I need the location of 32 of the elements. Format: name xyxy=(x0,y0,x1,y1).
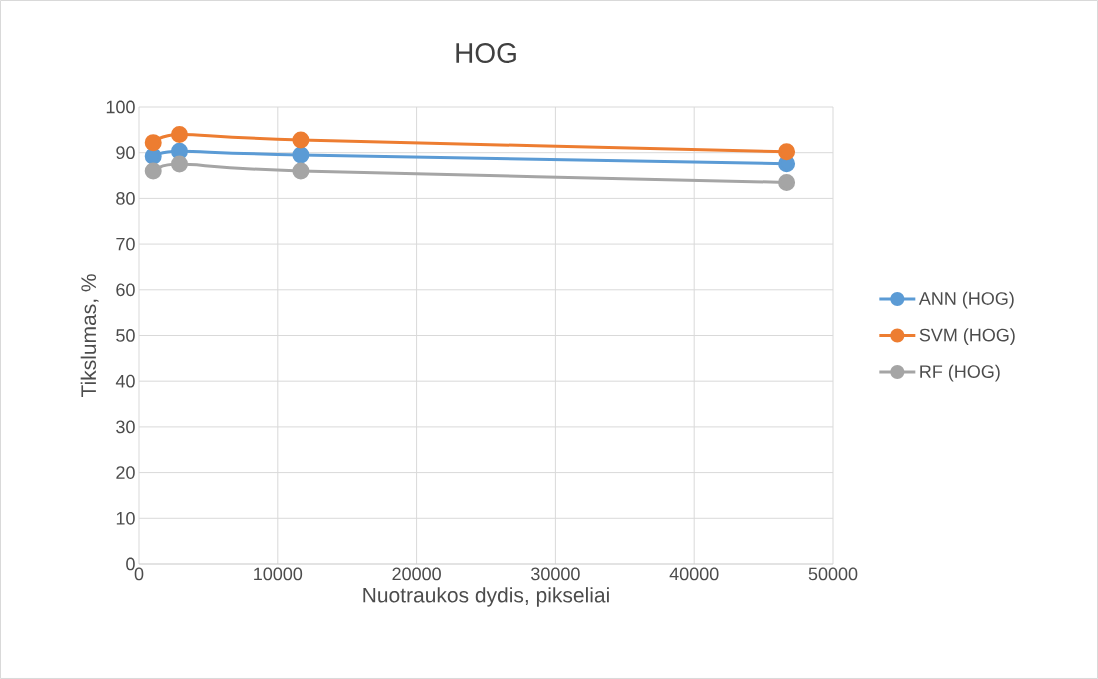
x-tick-label: 50000 xyxy=(808,567,858,581)
point xyxy=(170,125,188,143)
legend-label: ANN (HOG) xyxy=(918,291,1014,309)
x-tick-label: 30000 xyxy=(531,567,580,581)
y-tick-label: 90 xyxy=(116,146,135,160)
y-tick-label: 40 xyxy=(115,374,135,388)
point xyxy=(170,155,188,173)
x-axis-title: Nuotraukos dydis, pikseliai xyxy=(363,587,609,607)
point xyxy=(778,173,796,191)
y-tick-label: 20 xyxy=(116,466,135,479)
point xyxy=(144,134,162,152)
x-tick-label: 40000 xyxy=(669,567,719,581)
y-tick-label: 100 xyxy=(106,100,135,114)
y-tick-label: 80 xyxy=(116,192,135,205)
y-tick-label: 0 xyxy=(126,557,135,571)
legend-label: RF (HOG) xyxy=(920,364,1000,382)
x-tick-label: 0 xyxy=(134,567,144,581)
point xyxy=(292,162,310,180)
legend-label: SVM (HOG) xyxy=(919,328,1015,345)
y-tick-label: 60 xyxy=(116,283,135,297)
x-tick-label: 10000 xyxy=(254,567,303,581)
y-tick-label: 10 xyxy=(116,511,135,525)
y-axis-title: Tikslumas, % xyxy=(80,274,99,398)
x-tick-label: 20000 xyxy=(392,567,441,581)
point xyxy=(778,143,796,161)
y-tick-label: 70 xyxy=(116,237,135,251)
chart-title: HOG xyxy=(456,43,516,63)
point xyxy=(144,162,162,180)
y-tick-label: 50 xyxy=(116,329,135,342)
y-tick-label: 30 xyxy=(116,420,135,434)
point xyxy=(292,146,310,164)
point xyxy=(292,131,310,149)
